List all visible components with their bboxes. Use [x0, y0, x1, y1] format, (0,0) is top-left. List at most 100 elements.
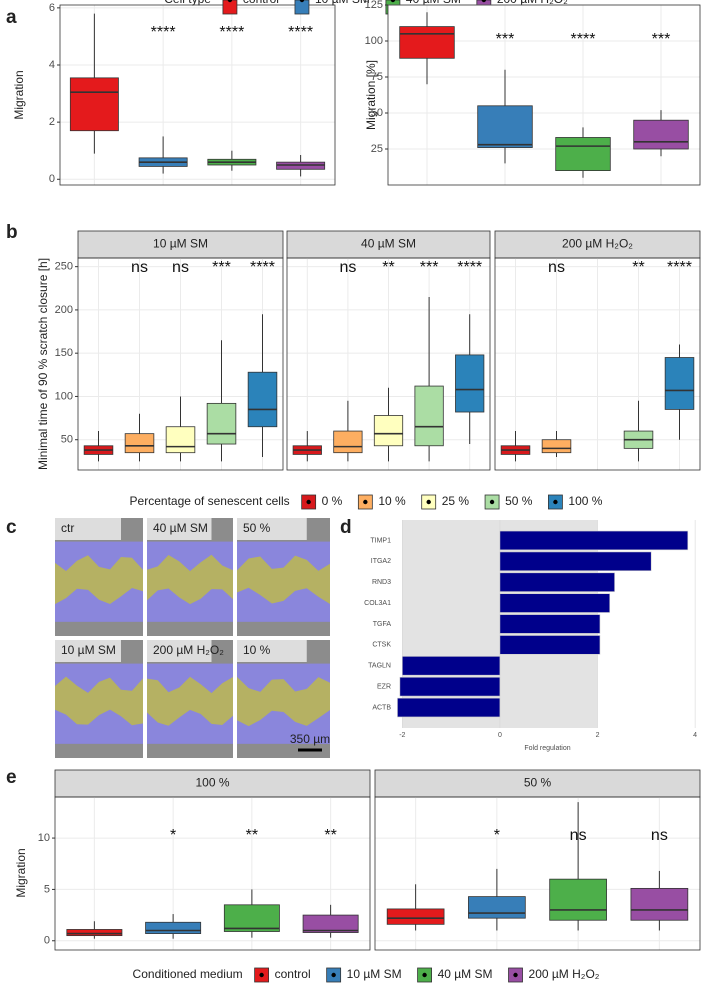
legend-label: 200 µM H₂O₂ — [529, 967, 600, 981]
tile-label: 10 % — [243, 643, 271, 657]
y-tick-label: CTSK — [372, 642, 391, 649]
y-tick-label: 5 — [44, 883, 50, 895]
box — [373, 415, 404, 447]
legend-label: 25 % — [442, 494, 470, 508]
box — [247, 371, 278, 428]
y-tick-label: EZR — [377, 684, 391, 691]
bar — [499, 614, 601, 634]
facet-strip — [286, 230, 491, 259]
legend-dot — [259, 972, 264, 978]
box — [399, 26, 455, 59]
facet-title: 50 % — [524, 776, 552, 790]
legend-dot — [553, 499, 558, 505]
scratch-area — [237, 676, 330, 727]
box — [633, 119, 689, 150]
significance: ns — [339, 259, 356, 276]
legend: Percentage of senescent cells 0 % 10 % 25 %… — [130, 494, 603, 510]
facet-strip — [54, 769, 371, 798]
tile-label: 200 µM H₂O₂ — [153, 643, 224, 657]
scratch-area — [55, 676, 143, 726]
legend-label: control — [243, 0, 279, 6]
bar — [499, 551, 652, 572]
facet-strip — [494, 230, 701, 259]
panel-border — [374, 796, 701, 951]
legend-key — [294, 0, 310, 15]
y-tick-label: TGFA — [373, 621, 392, 628]
box — [69, 77, 119, 132]
tile-label-bg — [147, 640, 212, 662]
legend-title: Conditioned medium — [133, 967, 243, 981]
bar — [499, 593, 611, 613]
box — [541, 439, 572, 454]
panel-border — [77, 257, 284, 471]
box — [302, 914, 359, 933]
legend-label: control — [275, 967, 311, 981]
legend-dot — [426, 499, 431, 505]
tile-label-bg — [237, 518, 307, 540]
legend-label: 40 µM SM — [438, 967, 493, 981]
x-tick-label: -2 — [399, 732, 405, 739]
legend-dot — [299, 0, 305, 3]
legend-label: 40 µM SM — [406, 0, 461, 6]
significance: * — [494, 827, 500, 844]
plot-panel — [375, 797, 700, 950]
y-tick-label: 100 — [365, 35, 383, 47]
facet-title: 40 µM SM — [361, 237, 416, 251]
legend-label: 10 % — [378, 494, 406, 508]
box — [165, 426, 196, 454]
significance: **** — [219, 24, 244, 41]
tile-label-bg — [237, 640, 307, 662]
y-tick-label: 4 — [49, 59, 55, 71]
box — [630, 887, 689, 921]
tile-label: 40 µM SM — [153, 521, 208, 535]
significance: **** — [288, 24, 313, 41]
significance: * — [170, 827, 176, 844]
significance: **** — [250, 259, 275, 276]
y-tick-label: 6 — [49, 2, 55, 14]
facet-title: 200 µM H₂O₂ — [562, 237, 633, 251]
legend-dot — [227, 0, 233, 3]
scale-bar-label: 350 µm — [290, 732, 330, 746]
box — [206, 402, 237, 445]
legend-label: 10 µM SM — [347, 967, 402, 981]
significance: ns — [131, 259, 148, 276]
box — [664, 357, 695, 410]
scratch-area — [147, 676, 233, 726]
y-tick-label: TIMP1 — [370, 537, 391, 544]
panel-label: d — [340, 517, 352, 538]
box — [124, 433, 155, 454]
legend-dot — [363, 499, 368, 505]
legend-label: 200 µM H₂O₂ — [497, 0, 568, 6]
y-tick-label: 100 — [55, 390, 73, 402]
y-tick-label: 0 — [44, 935, 50, 947]
facet-title: 100 % — [195, 776, 229, 790]
y-tick-label: 10 — [38, 832, 50, 844]
panel-border — [387, 4, 701, 186]
legend-label: 50 % — [505, 494, 533, 508]
y-tick-label: 200 — [55, 304, 73, 316]
legend-label: 10 µM SM — [315, 0, 370, 6]
y-tick-label: 2 — [49, 116, 55, 128]
panel-border — [494, 257, 701, 471]
tile-label-bg — [55, 640, 121, 662]
y-tick-label: 25 — [371, 143, 383, 155]
significance: *** — [420, 259, 439, 276]
scratch-area — [55, 555, 143, 605]
y-tick-label: ACTB — [372, 704, 391, 711]
box — [145, 921, 202, 934]
panel-label: a — [6, 7, 17, 28]
significance: ns — [651, 827, 668, 844]
panel-border — [286, 257, 491, 471]
significance: *** — [496, 31, 515, 48]
tile-label-bg — [55, 518, 121, 540]
x-tick-label: 0 — [498, 732, 502, 739]
scratch-area — [147, 554, 233, 605]
bar — [399, 676, 501, 697]
significance: **** — [571, 31, 596, 48]
significance: **** — [151, 24, 176, 41]
box — [455, 354, 485, 413]
legend-key — [222, 0, 238, 15]
y-axis-label: Migration — [14, 848, 28, 897]
legend-dot — [481, 0, 487, 3]
box — [555, 137, 611, 171]
